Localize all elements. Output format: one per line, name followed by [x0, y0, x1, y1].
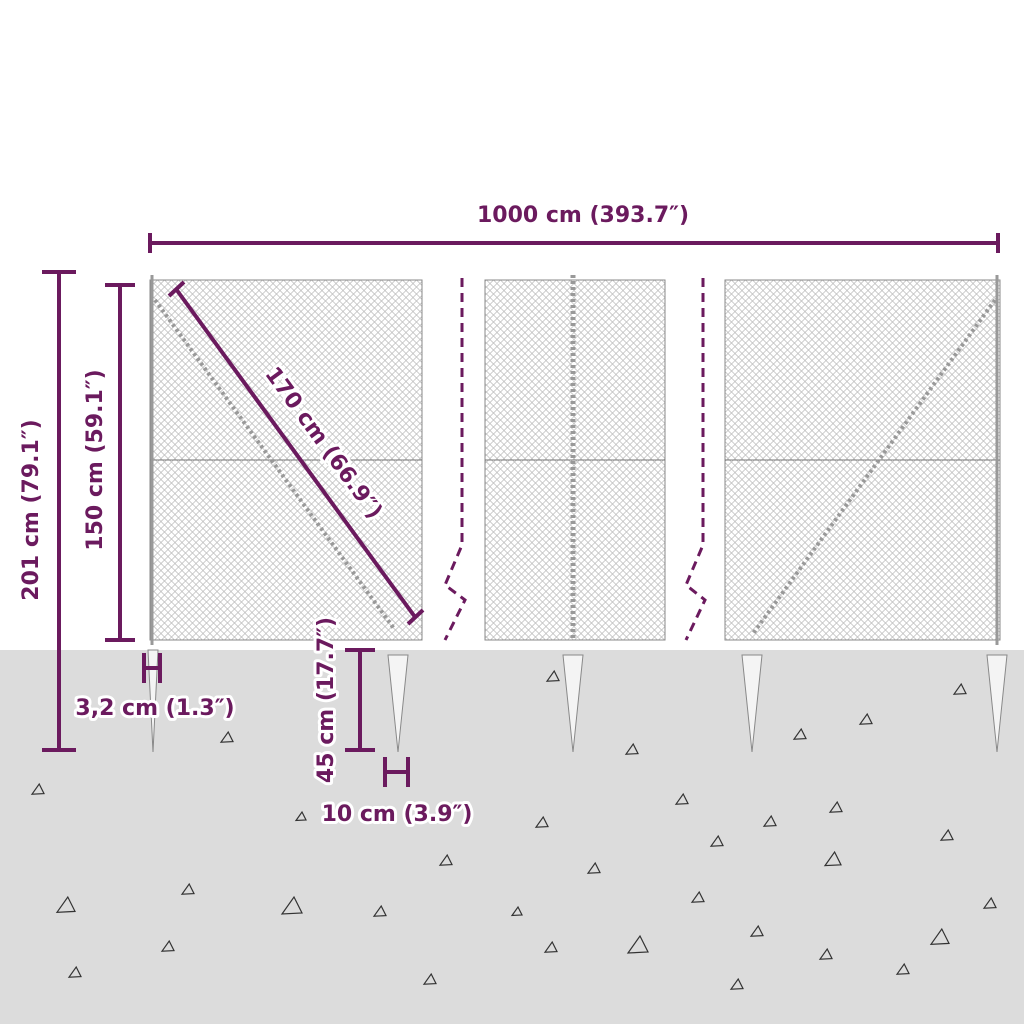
pebble [982, 896, 997, 909]
pebble [510, 905, 523, 917]
pebble [952, 682, 967, 695]
stake [741, 654, 763, 753]
total-height-label: 201 cm (79.1″) [19, 419, 44, 600]
stake-depth-label: 45 cm (17.7″) [314, 617, 339, 783]
pebble [674, 792, 689, 805]
pebble [438, 853, 453, 866]
pebble [219, 730, 234, 743]
pebble [823, 850, 842, 867]
pebble [818, 947, 833, 960]
pebble [534, 815, 549, 828]
pebble [729, 977, 744, 990]
pebble [55, 895, 76, 913]
ground [0, 650, 1024, 1024]
fence-panel-left [149, 279, 423, 641]
pebble [895, 962, 910, 975]
pebble [792, 727, 807, 740]
pebble [828, 800, 843, 813]
pebble [939, 828, 954, 841]
stake [147, 649, 159, 753]
ground-pebbles [30, 669, 997, 990]
stake [387, 654, 409, 753]
fence-panel-right [724, 279, 1001, 641]
pebble [709, 834, 724, 847]
ground-stakes [147, 649, 1008, 753]
pebble [67, 965, 82, 978]
pebble [422, 972, 437, 985]
pebble [280, 895, 303, 915]
post-diameter-label: 3,2 cm (1.3″) [75, 696, 234, 721]
break-mark-left [443, 278, 467, 641]
pebble [543, 940, 558, 953]
pebble [690, 890, 705, 903]
total-length-label: 1000 cm (393.7″) [477, 203, 689, 228]
stake [562, 654, 584, 753]
fence-panel-middle [484, 275, 666, 641]
pebble [545, 669, 560, 682]
pebble [294, 810, 307, 822]
pebble [160, 939, 175, 952]
dimension-lines [42, 233, 1000, 787]
pebble [858, 712, 873, 725]
pebble [586, 861, 601, 874]
stake [986, 654, 1008, 753]
pebble [749, 924, 764, 937]
pebble [372, 904, 387, 917]
pebble [929, 927, 950, 945]
break-mark-right [684, 278, 707, 641]
pebble [180, 882, 195, 895]
fence-height-label: 150 cm (59.1″) [83, 369, 108, 550]
stake-width-label: 10 cm (3.9″) [322, 802, 473, 827]
pebble [762, 814, 777, 827]
fence-posts [150, 275, 999, 645]
pebble [626, 934, 649, 954]
pebble [624, 742, 639, 755]
pebble [30, 782, 45, 795]
